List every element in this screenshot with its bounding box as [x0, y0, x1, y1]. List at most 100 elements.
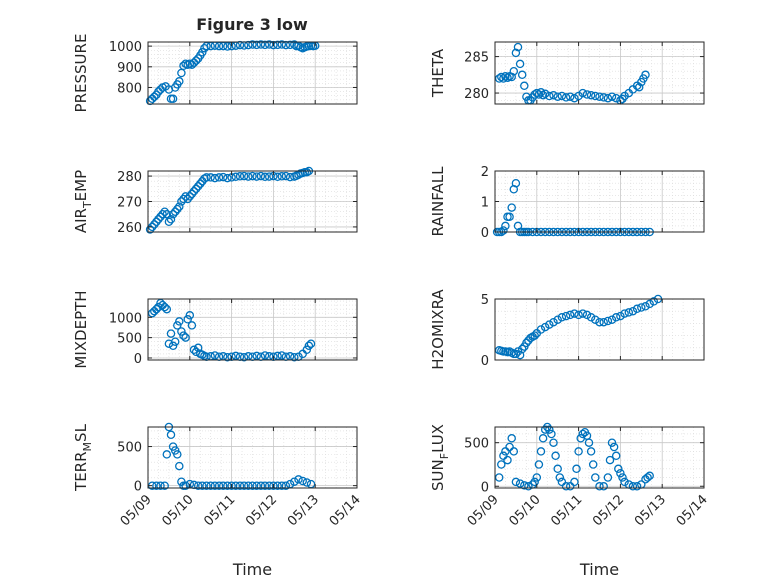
data-point	[599, 317, 608, 327]
data-point	[175, 461, 184, 471]
x-tick-label: 05/10	[160, 492, 197, 529]
y-axis-label: PRESSURE	[72, 34, 90, 113]
data-point	[511, 48, 521, 58]
data-point	[599, 93, 608, 102]
data-point	[507, 203, 516, 212]
x-tick-label: 05/09	[465, 492, 502, 529]
x-tick-label: 05/11	[201, 492, 238, 529]
data-point	[152, 481, 161, 490]
data-point	[248, 171, 257, 181]
data-point	[578, 429, 588, 439]
data-point	[553, 464, 562, 474]
y-tick-label: 1000	[109, 311, 142, 326]
data-point	[179, 331, 188, 340]
y-tick-label: 5	[481, 293, 489, 308]
data-point	[561, 93, 571, 102]
data-point	[532, 473, 542, 482]
data-point	[206, 481, 215, 490]
data-point	[177, 327, 186, 336]
data-point	[294, 475, 303, 484]
data-point	[599, 482, 608, 491]
data-point	[285, 40, 295, 50]
data-point	[198, 481, 207, 490]
data-point	[549, 317, 558, 327]
panel-rainfall: 0 1 2 RAINFALL	[429, 165, 705, 241]
data-point	[145, 225, 155, 234]
data-point	[183, 194, 192, 204]
data-point	[162, 450, 172, 459]
data-point	[260, 481, 270, 490]
data-point	[515, 59, 525, 69]
data-point	[166, 215, 176, 224]
data-point	[570, 309, 579, 318]
data-point	[517, 70, 527, 80]
data-point	[193, 182, 203, 191]
data-point	[620, 477, 629, 487]
data-point	[168, 341, 178, 351]
x-tick-label: 05/13	[285, 492, 322, 529]
series-points	[145, 40, 320, 106]
data-point	[185, 192, 195, 201]
data-point	[511, 477, 521, 487]
data-point	[152, 304, 161, 314]
data-point	[520, 81, 529, 91]
data-point	[582, 90, 592, 99]
data-point	[173, 450, 182, 459]
data-point	[154, 302, 163, 312]
panel-terr_msl: 0 500 TERRMSL 05/09 05/10 05/11 05/12 05/13 05/1…	[72, 422, 364, 579]
data-point	[235, 172, 245, 181]
data-point	[641, 70, 650, 80]
y-axis-label: MIXDEPTH	[72, 290, 90, 368]
data-point	[595, 92, 604, 101]
data-point	[557, 477, 567, 487]
data-point	[298, 476, 307, 486]
data-point	[614, 464, 623, 474]
data-point	[260, 40, 270, 50]
data-point	[160, 481, 169, 490]
data-point	[166, 329, 176, 338]
y-label-main: H2OMIXRA	[429, 289, 447, 370]
data-point	[507, 72, 516, 82]
data-point	[290, 352, 299, 362]
y-label-suffix: LUX	[429, 424, 447, 453]
panel-theta: 280 285 THETA	[429, 41, 705, 105]
data-point	[239, 352, 249, 362]
data-point	[591, 315, 600, 324]
data-point	[252, 172, 261, 181]
data-point	[231, 172, 241, 182]
data-point	[509, 447, 519, 456]
data-point	[191, 184, 201, 194]
data-point	[166, 430, 176, 440]
data-point	[244, 172, 253, 181]
data-point	[273, 40, 282, 50]
axes-frame	[147, 41, 358, 105]
data-point	[181, 481, 190, 490]
data-point	[603, 473, 613, 482]
y-tick-label: 900	[117, 61, 142, 76]
minor-grid	[495, 427, 704, 488]
data-point	[497, 72, 506, 82]
data-point	[507, 434, 516, 443]
data-point	[218, 172, 228, 182]
y-tick-label: 500	[117, 332, 142, 347]
axes-frame	[494, 298, 705, 361]
data-point	[586, 447, 596, 456]
data-point	[503, 455, 512, 465]
y-label-main: RAINFALL	[429, 166, 447, 237]
data-point	[561, 482, 571, 491]
data-point	[264, 40, 274, 49]
x-axis-label: Time	[579, 560, 619, 579]
data-point	[611, 93, 621, 103]
data-point	[162, 209, 172, 219]
data-point	[641, 302, 650, 311]
data-point	[616, 468, 625, 478]
data-point	[557, 91, 567, 101]
data-point	[574, 447, 583, 456]
panel-mixdepth: 0 500 1000 MIXDEPTH	[72, 290, 358, 369]
y-tick-label: 270	[117, 196, 142, 211]
data-point	[611, 451, 621, 461]
data-point	[515, 479, 525, 488]
data-point	[277, 481, 287, 490]
data-point	[189, 187, 199, 196]
